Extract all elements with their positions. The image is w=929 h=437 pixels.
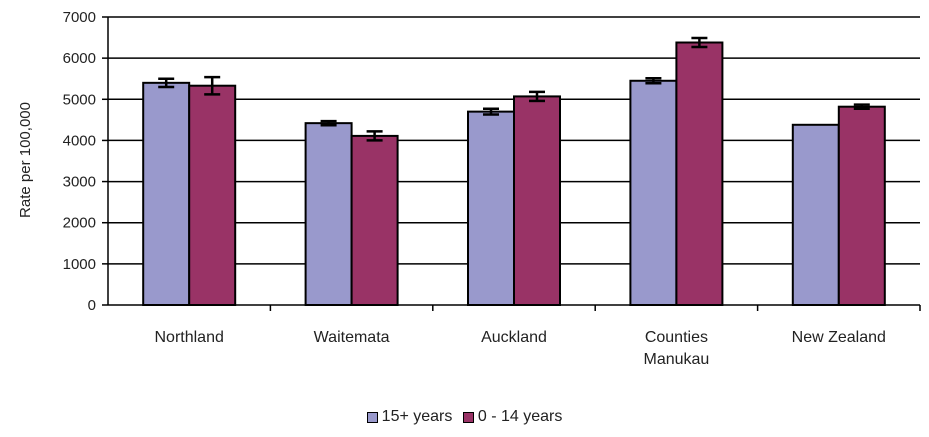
axes — [102, 16, 921, 311]
legend-label-15-plus: 15+ years — [381, 408, 453, 425]
bar-0-14-3 — [675, 41, 724, 306]
x-category-label: Manukau — [643, 351, 709, 368]
bar-15-plus-1 — [304, 122, 353, 306]
x-category-label: Counties — [645, 329, 708, 346]
legend: 15+ years 0 - 14 years — [0, 408, 929, 428]
legend-label-0-14: 0 - 14 years — [477, 408, 563, 425]
bar-0-14-4 — [837, 105, 886, 307]
y-tick-label: 2000 — [63, 215, 96, 232]
legend-swatch-15-plus — [366, 411, 378, 423]
y-tick-label: 7000 — [63, 9, 96, 26]
bar-0-14-0 — [188, 84, 237, 306]
y-axis-title: Rate per 100,000 — [17, 102, 34, 218]
legend-swatch-0-14 — [462, 411, 474, 423]
x-category-label: Waitemata — [314, 329, 390, 346]
bar-chart: 0 1000 2000 3000 4000 5000 6000 7000 Northland Wa… — [17, 9, 921, 368]
bar-15-plus-3 — [629, 79, 678, 307]
bar-15-plus-2 — [467, 110, 515, 306]
legend-item-15-plus: 15+ years — [366, 408, 453, 426]
y-tick-label: 6000 — [63, 50, 96, 67]
bar-0-14-1 — [350, 134, 399, 306]
bar-15-plus-4 — [791, 123, 840, 307]
bars — [142, 36, 886, 307]
y-tick-label: 1000 — [63, 256, 96, 273]
legend-item-0-14: 0 - 14 years — [462, 408, 563, 426]
x-category-label: Auckland — [481, 329, 547, 346]
y-tick-label: 0 — [88, 297, 96, 314]
labels: 0 1000 2000 3000 4000 5000 6000 7000 Northland Wa… — [63, 9, 886, 368]
x-category-label: Northland — [155, 329, 224, 346]
y-tick-label: 5000 — [63, 91, 96, 108]
y-tick-label: 3000 — [63, 174, 96, 191]
x-category-label: New Zealand — [792, 329, 886, 346]
bar-15-plus-0 — [142, 81, 191, 307]
bar-0-14-2 — [513, 95, 561, 306]
y-tick-label: 4000 — [63, 132, 96, 149]
